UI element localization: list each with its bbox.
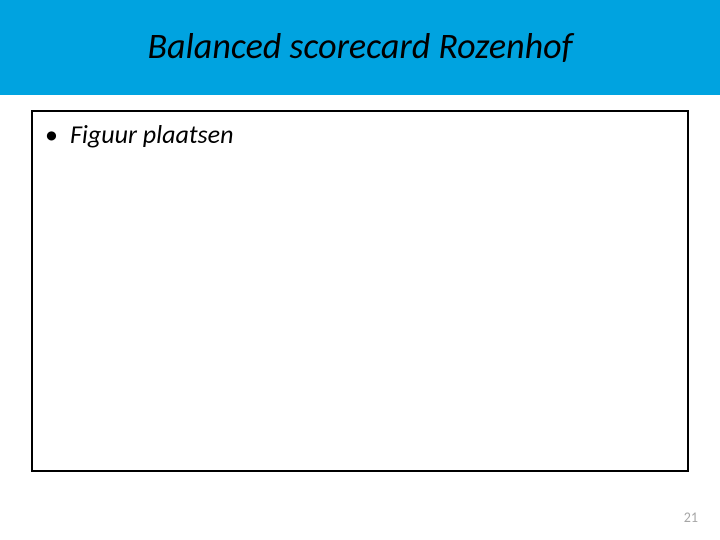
slide-title: Balanced scorecard Rozenhof [0,24,720,68]
content-placeholder-box [31,110,689,472]
bullet-item: • Figuur plaatsen [45,118,233,150]
bullet-text: Figuur plaatsen [70,118,234,150]
page-number: 21 [684,509,698,526]
bullet-marker: • [45,121,58,147]
